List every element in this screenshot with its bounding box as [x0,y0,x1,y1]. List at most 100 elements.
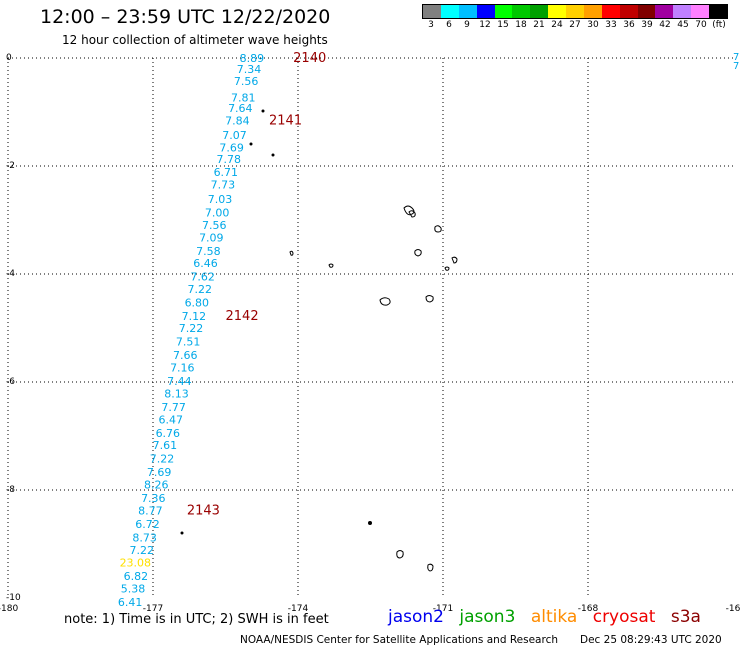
island-outlines [180,109,458,572]
island-outline [451,256,458,264]
x-tick-label: -174 [288,604,309,614]
swh-value-label: 7.73 [211,178,236,191]
swh-value-label: 7.22 [129,544,154,557]
swh-value-label: 7.69 [219,142,244,155]
y-tick-label: -2 [6,161,15,171]
swh-value-label: 6.80 [185,297,210,310]
color-swatch [673,5,692,18]
y-tick-label: -10 [6,593,21,603]
swh-value-label: 7.62 [190,271,215,284]
page-title: 12:00 – 23:59 UTC 12/22/2020 [40,6,331,28]
island-dot [261,109,265,113]
swh-value-label: 7.78 [216,153,241,166]
swh-value-label: 6.71 [214,166,239,179]
x-tick-label: -171 [433,604,453,614]
swh-value-label: 7.66 [173,349,198,362]
swh-value-label: 7.69 [147,466,172,479]
color-swatch [655,5,674,18]
island-outline [379,297,391,306]
swh-value-label: 7.16 [170,361,195,374]
credit-line: NOAA/NESDIS Center for Satellite Applica… [240,634,558,646]
swh-value-label: 7.07 [222,129,247,142]
color-swatch [619,5,638,18]
swh-value-label: 7.03 [208,193,233,206]
swh-value-label: 6.72 [135,518,160,531]
island-outline [289,250,294,256]
island-outline [444,266,450,271]
color-scale-label: 18 [515,20,527,30]
color-scale-legend: 3 6 9 12 15 18 21 24 27 30 33 36 39 42 45 70 (ft) [422,4,728,34]
color-scale-labels: 3 6 9 12 15 18 21 24 27 30 33 36 39 42 45 70 (ft) [422,20,728,30]
color-swatch [476,5,495,18]
generation-timestamp: Dec 25 08:29:43 UTC 2020 [580,634,722,646]
color-scale-label: 15 [497,20,509,30]
color-scale-bar [422,4,728,19]
page-subtitle: 12 hour collection of altimeter wave hei… [62,33,328,47]
swh-value-label: 8.77 [138,505,163,518]
island-outline [408,210,416,218]
swh-value-label: 7.77 [161,401,186,414]
color-scale-label: 33 [605,20,617,30]
swh-value-label: 6.76 [156,427,181,440]
pass-number-label: 2140 [293,51,326,66]
island-outline [328,263,334,268]
swh-value-label: 7.22 [179,322,204,335]
color-scale-label: 42 [659,20,671,30]
swh-value-label: 7.51 [176,336,201,349]
graticule [7,57,733,598]
pass-number-label: 2143 [187,504,220,519]
y-tick-label: -8 [6,485,15,495]
satellite-label-cryosat: cryosat [592,607,656,627]
swh-value-label: 6.82 [124,570,149,583]
swh-value-label: 8.13 [164,387,189,400]
swh-value-label: 7.22 [150,453,175,466]
swh-value-label: 7 [733,61,739,72]
y-tick-label: -4 [6,269,15,279]
color-scale-label: 24 [551,20,563,30]
y-tick-label: 0 [6,53,12,63]
island-outline [396,550,404,559]
satellite-label-jason2: jason2 [388,607,444,627]
swh-value-label: 7.36 [141,492,166,505]
swh-value-label: 8.73 [132,532,157,545]
color-swatch [458,5,477,18]
color-swatch [583,5,602,18]
swh-value-label: 7.34 [237,63,262,76]
island-outline [414,249,422,257]
footnote: note: 1) Time is in UTC; 2) SWH is in fe… [64,612,329,627]
color-scale-label: 30 [587,20,599,30]
color-swatch [709,5,727,18]
color-swatch [530,5,549,18]
satellite-label-altika: altika [530,607,578,627]
swh-value-label: 7.09 [199,231,224,244]
y-tick-label: -6 [6,377,15,387]
color-scale-label: 9 [464,20,470,30]
color-swatch [691,5,709,18]
color-scale-label: 21 [533,20,545,30]
x-tick-label: -168 [578,604,599,614]
swh-value-label: 6.46 [193,257,218,270]
swh-value-label: 6.47 [158,413,183,426]
pass-number-label: 2142 [226,309,259,324]
swh-value-label: 7.56 [202,219,227,232]
satellite-label-s3a: s3a [670,607,701,627]
x-tick-label: -177 [143,604,163,614]
x-tick-label: -180 [0,604,18,614]
color-scale-label: 70 [695,20,707,30]
color-swatch [601,5,620,18]
color-scale-label: 39 [641,20,653,30]
swh-value-label: 7.00 [205,206,230,219]
color-scale-label: 27 [569,20,581,30]
color-scale-label: 3 [428,20,434,30]
satellite-label-jason3: jason3 [459,607,516,627]
swh-value-label: 7.56 [234,75,259,88]
swh-value-label: 7.84 [225,115,250,128]
swh-value-label: 7.22 [187,283,212,296]
color-swatch [494,5,513,18]
island-outline [425,295,434,303]
color-swatch [440,5,459,18]
swh-value-label: 7 [733,52,739,63]
color-scale-label: 36 [623,20,635,30]
color-swatch [548,5,566,18]
swh-value-label: 7.61 [153,439,178,452]
